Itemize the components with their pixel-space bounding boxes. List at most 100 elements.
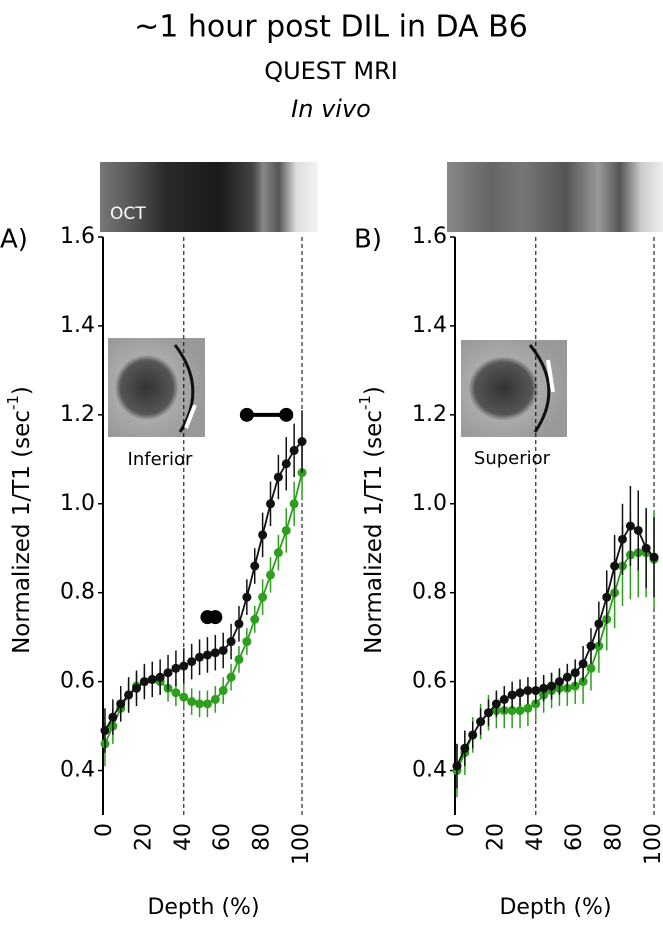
data-point xyxy=(187,657,197,667)
data-point xyxy=(507,690,517,700)
data-point xyxy=(242,637,252,647)
y-tick-label: 1.2 xyxy=(60,402,95,427)
panel-label: B) xyxy=(354,225,382,255)
data-point xyxy=(124,690,134,700)
data-point xyxy=(625,521,635,531)
data-point xyxy=(258,592,268,602)
data-point xyxy=(460,743,470,753)
y-tick-label: 0.8 xyxy=(60,580,95,605)
data-point xyxy=(289,445,299,455)
x-tick-label: 40 xyxy=(171,823,196,851)
x-tick-label: 60 xyxy=(562,823,587,851)
oct-image xyxy=(100,162,318,232)
oct-image xyxy=(447,162,663,232)
inset-image xyxy=(461,340,567,437)
data-point xyxy=(476,717,486,727)
x-tick-label: 100 xyxy=(641,823,663,865)
data-point xyxy=(594,619,604,629)
data-point xyxy=(226,672,236,682)
data-point xyxy=(641,543,651,553)
data-point xyxy=(187,697,197,707)
data-point xyxy=(610,561,620,571)
data-point xyxy=(499,694,509,704)
y-tick-label: 0.4 xyxy=(412,758,447,783)
data-point xyxy=(547,681,557,691)
y-axis-label: Normalized 1/T1 (sec-1) xyxy=(4,386,35,654)
significance-end xyxy=(239,407,254,422)
data-point xyxy=(226,637,236,647)
y-tick-label: 1.4 xyxy=(60,313,95,338)
y-axis-label-sup: -1 xyxy=(356,395,374,410)
image-label: OCT xyxy=(110,204,146,224)
data-point xyxy=(618,534,627,544)
data-point xyxy=(195,652,205,662)
data-point xyxy=(250,561,260,571)
x-tick-label: 80 xyxy=(602,823,627,851)
data-point xyxy=(116,699,126,709)
note: In vivo xyxy=(291,95,371,123)
data-point xyxy=(218,686,228,696)
y-tick-label: 0.8 xyxy=(412,580,447,605)
data-point xyxy=(234,654,244,664)
data-point xyxy=(515,688,525,698)
data-point xyxy=(273,548,283,558)
data-point xyxy=(171,663,181,673)
data-point xyxy=(578,659,588,669)
x-axis-label: Depth (%) xyxy=(147,895,259,920)
y-axis-label-end: ) xyxy=(361,386,387,395)
data-point xyxy=(179,692,189,702)
data-point xyxy=(108,712,118,722)
x-axis-label: Depth (%) xyxy=(499,895,611,920)
significance-end xyxy=(279,407,294,422)
data-point xyxy=(515,706,525,716)
x-tick-label: 100 xyxy=(289,823,314,865)
data-point xyxy=(491,699,501,709)
data-point xyxy=(281,459,291,469)
data-point xyxy=(523,686,533,696)
inset-label: Inferior xyxy=(128,449,194,470)
data-point xyxy=(163,668,173,678)
panel-label: A) xyxy=(0,225,28,255)
data-point xyxy=(649,552,659,562)
title: ~1 hour post DIL in DA B6 xyxy=(134,10,528,45)
data-point xyxy=(179,661,189,671)
y-tick-label: 1.6 xyxy=(60,224,95,249)
data-point xyxy=(171,688,181,698)
y-axis-label: Normalized 1/T1 (sec-1) xyxy=(356,386,387,654)
data-point xyxy=(202,699,212,709)
x-tick-label: 0 xyxy=(444,823,469,837)
data-point xyxy=(484,708,493,718)
data-point xyxy=(195,699,205,709)
data-point xyxy=(633,525,643,535)
data-point xyxy=(258,530,268,540)
data-point xyxy=(554,677,564,687)
data-point xyxy=(523,703,533,713)
data-point xyxy=(266,570,275,580)
x-tick-label: 20 xyxy=(131,823,156,851)
data-point xyxy=(281,525,291,535)
data-point xyxy=(250,614,260,624)
y-tick-label: 0.6 xyxy=(60,669,95,694)
y-tick-label: 0.6 xyxy=(412,669,447,694)
x-tick-label: 20 xyxy=(483,823,508,851)
data-point xyxy=(539,683,549,693)
data-point xyxy=(139,677,149,687)
data-point xyxy=(289,499,299,509)
subtitle: QUEST MRI xyxy=(264,57,398,85)
inset-label: Superior xyxy=(474,448,551,469)
data-point xyxy=(147,674,157,684)
series-line xyxy=(456,551,655,771)
data-point xyxy=(218,645,228,655)
significance-end xyxy=(208,610,223,625)
data-point xyxy=(562,672,572,682)
y-tick-label: 1.4 xyxy=(412,313,447,338)
data-point xyxy=(100,726,110,736)
x-tick-label: 40 xyxy=(523,823,548,851)
y-axis-label-text: Normalized 1/T1 (sec xyxy=(361,410,387,654)
data-point xyxy=(570,668,580,678)
data-point xyxy=(468,730,478,740)
data-point xyxy=(210,694,220,704)
data-point xyxy=(586,663,596,673)
data-point xyxy=(273,472,283,482)
